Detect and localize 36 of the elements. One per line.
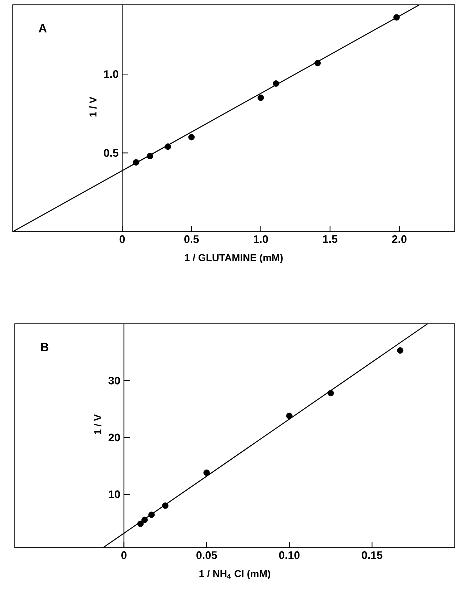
y-tick-label: 30 [108,376,120,385]
point [286,412,293,420]
point [328,390,334,397]
x-axis-title: 1 / NH$_{4}$ Cl (mM) [200,570,270,580]
x-tick-label: 1.5 [323,236,338,244]
point [138,520,144,528]
point [258,94,264,102]
point [148,512,155,518]
y-tick-label: 0.5 [104,149,119,158]
point [133,159,140,166]
point [164,144,172,150]
point [273,80,280,88]
point [142,516,148,524]
x-tick-label: 0 [122,552,127,560]
x-tick-label: 0 [120,236,126,244]
x-tick-label: 0.10 [279,552,300,560]
point [204,470,210,476]
x-tick-label: 2.0 [392,236,407,244]
x-tick-label: 0.15 [362,552,383,560]
x-axis-title: 1 / GLUTAMINE (mM) [185,254,283,264]
point [162,502,169,510]
point [314,60,322,67]
x-tick-label: 0.05 [196,552,218,560]
point [188,134,195,141]
y-axis-title: 1 / V [94,414,102,434]
x-tick-label: 1.0 [254,236,268,244]
point [397,348,404,354]
y-tick-label: 1.0 [104,70,118,78]
y-axis-title: 1 / V [89,96,97,117]
x-tick-label: 0.5 [184,236,200,244]
y-tick-label: 10 [109,490,120,498]
y-tick-label: 20 [108,434,120,442]
annotation: B [41,343,49,352]
point [394,14,400,21]
point [146,153,154,160]
annotation: A [38,24,47,33]
